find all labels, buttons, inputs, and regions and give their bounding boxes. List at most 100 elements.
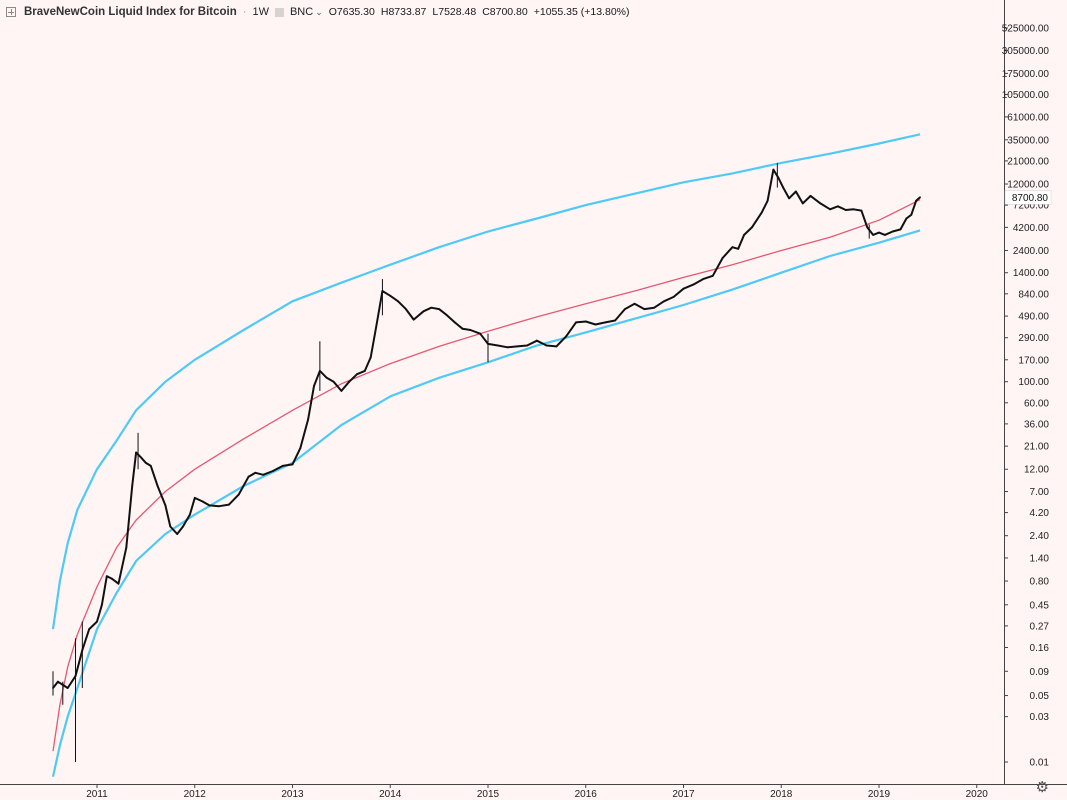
chart-header: BraveNewCoin Liquid Index for Bitcoin · … bbox=[6, 4, 630, 20]
price-point bbox=[844, 209, 847, 211]
price-point bbox=[643, 308, 646, 311]
y-tick-label: 60.00 bbox=[1024, 398, 1049, 409]
chevron-down-icon[interactable]: ⌄ bbox=[315, 6, 323, 17]
price-point bbox=[506, 346, 509, 349]
price-point bbox=[176, 533, 179, 535]
price-point bbox=[575, 321, 577, 324]
open-value: O7635.30 bbox=[328, 6, 375, 18]
price-point bbox=[860, 209, 863, 212]
price-point bbox=[872, 233, 875, 236]
interval[interactable]: 1W bbox=[252, 6, 269, 18]
price-point bbox=[105, 575, 108, 578]
price-point bbox=[144, 461, 147, 464]
x-tick-label: 2014 bbox=[379, 789, 402, 800]
price-point bbox=[52, 687, 54, 689]
y-tick-label: 12000.00 bbox=[1007, 180, 1049, 191]
price-point bbox=[291, 463, 294, 466]
high-value: H8733.87 bbox=[380, 6, 427, 18]
y-tick-label: 7.00 bbox=[1030, 487, 1050, 498]
price-point bbox=[117, 582, 120, 585]
price-point bbox=[164, 504, 167, 507]
y-tick-label: 12.00 bbox=[1024, 465, 1049, 476]
price-point bbox=[381, 290, 384, 292]
price-point bbox=[188, 513, 191, 516]
price-point bbox=[535, 339, 538, 342]
symbol-name[interactable]: BraveNewCoin Liquid Index for Bitcoin bbox=[24, 6, 237, 18]
price-point bbox=[899, 228, 902, 231]
price-point bbox=[156, 485, 159, 487]
price-point bbox=[702, 278, 704, 280]
price-point bbox=[363, 369, 366, 372]
price-point bbox=[633, 302, 636, 305]
visibility-icon[interactable] bbox=[274, 7, 284, 17]
price-point bbox=[262, 473, 265, 476]
y-tick-label: 290.00 bbox=[1018, 333, 1049, 344]
price-point bbox=[110, 577, 113, 580]
price-point bbox=[653, 306, 656, 309]
price-point bbox=[412, 318, 415, 321]
price-point bbox=[614, 319, 616, 322]
price-point bbox=[446, 314, 448, 317]
y-tick-label: 0.03 bbox=[1030, 712, 1050, 723]
price-point bbox=[131, 485, 134, 487]
price-point bbox=[208, 504, 211, 507]
price-point bbox=[318, 369, 321, 372]
price-point bbox=[555, 345, 558, 348]
gear-icon[interactable]: ⚙ bbox=[1035, 778, 1049, 796]
y-tick-label: 4.20 bbox=[1030, 508, 1050, 519]
price-point bbox=[766, 199, 769, 202]
price-point bbox=[57, 680, 59, 683]
price-point bbox=[430, 306, 433, 309]
y-tick-label: 0.80 bbox=[1030, 577, 1050, 588]
price-point bbox=[169, 525, 172, 528]
price-point bbox=[299, 447, 302, 450]
price-point bbox=[496, 344, 499, 347]
price-point bbox=[100, 603, 103, 606]
price-point bbox=[837, 205, 839, 208]
price-point bbox=[96, 620, 98, 623]
price-point bbox=[731, 246, 734, 249]
price-point bbox=[883, 233, 886, 236]
price-point bbox=[692, 283, 695, 286]
price-point bbox=[809, 194, 812, 197]
price-point bbox=[711, 274, 714, 277]
price-point bbox=[438, 308, 441, 311]
price-point bbox=[182, 525, 184, 528]
exchange: BNC bbox=[289, 6, 314, 18]
price-point bbox=[218, 505, 221, 508]
price-point bbox=[682, 287, 685, 290]
y-tick-label: 0.27 bbox=[1030, 621, 1050, 632]
y-tick-label: 0.45 bbox=[1030, 600, 1050, 611]
y-tick-label: 1400.00 bbox=[1013, 268, 1050, 279]
price-point bbox=[281, 465, 284, 467]
price-point bbox=[149, 465, 152, 467]
price-point bbox=[487, 342, 489, 345]
price-series bbox=[52, 168, 921, 689]
price-point bbox=[66, 687, 69, 689]
y-tick-label: 2400.00 bbox=[1013, 246, 1050, 257]
x-tick-label: 2013 bbox=[281, 789, 304, 800]
price-point bbox=[74, 675, 77, 678]
price-layer bbox=[52, 168, 921, 689]
price-point bbox=[422, 310, 425, 313]
price-point bbox=[237, 493, 240, 496]
price-point bbox=[801, 202, 804, 205]
band-lower bbox=[51, 229, 921, 777]
price-point bbox=[829, 208, 832, 211]
price-point bbox=[584, 320, 587, 323]
spike-layer bbox=[52, 162, 870, 762]
x-tick-label: 2012 bbox=[184, 789, 207, 800]
x-tick-label: 2019 bbox=[868, 789, 891, 800]
y-tick-label: 0.16 bbox=[1030, 643, 1050, 654]
price-point bbox=[389, 294, 392, 297]
price-point bbox=[325, 376, 328, 379]
expand-icon[interactable] bbox=[6, 7, 16, 17]
price-point bbox=[919, 196, 921, 199]
y-tick-label: 170.00 bbox=[1018, 355, 1049, 366]
last-price-box bbox=[1004, 190, 1052, 205]
y-tick-label: 525000.00 bbox=[1002, 24, 1050, 35]
y-tick-label: 2.40 bbox=[1030, 531, 1050, 542]
